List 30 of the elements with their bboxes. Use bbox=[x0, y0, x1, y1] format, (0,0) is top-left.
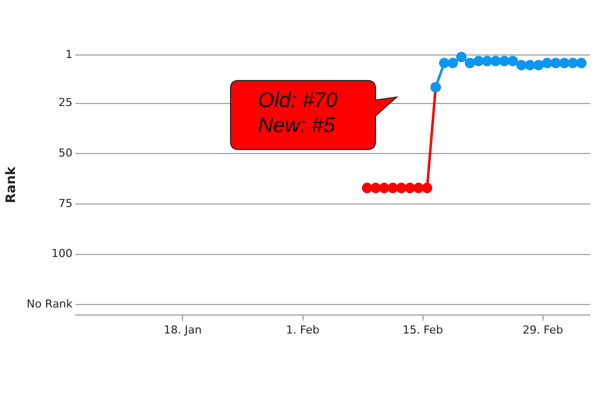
point bbox=[482, 56, 492, 66]
y-tick-label: 50 bbox=[58, 146, 73, 160]
point bbox=[499, 56, 510, 66]
point bbox=[576, 58, 587, 68]
y-tick-label: 100 bbox=[52, 247, 73, 260]
point bbox=[490, 56, 501, 66]
point bbox=[473, 56, 484, 66]
y-tick-label: 1 bbox=[66, 48, 73, 61]
x-tick-label: 1. Feb bbox=[286, 323, 320, 336]
y-tick-label: No Rank bbox=[26, 298, 74, 311]
point bbox=[533, 60, 544, 70]
point bbox=[456, 52, 467, 62]
y-tick-label: 75 bbox=[58, 196, 73, 210]
point bbox=[448, 58, 458, 68]
point bbox=[542, 58, 552, 68]
y-tick-label: 25 bbox=[58, 96, 73, 110]
y-axis-title: Rank bbox=[4, 166, 20, 204]
point bbox=[508, 56, 518, 66]
point bbox=[464, 58, 476, 68]
point bbox=[550, 58, 561, 68]
point bbox=[559, 58, 570, 68]
point bbox=[568, 58, 578, 68]
point bbox=[524, 60, 536, 70]
speech-bubble: Old: #70 New: #5 bbox=[230, 80, 398, 150]
point bbox=[438, 58, 450, 68]
x-tick-label: 15. Feb bbox=[402, 323, 444, 336]
x-tick-label: 29. Feb bbox=[522, 323, 564, 336]
annotation: Old: #70 New: #5 bbox=[258, 88, 338, 138]
x-tick-label: 18. Jan bbox=[164, 323, 202, 336]
point bbox=[516, 60, 527, 70]
